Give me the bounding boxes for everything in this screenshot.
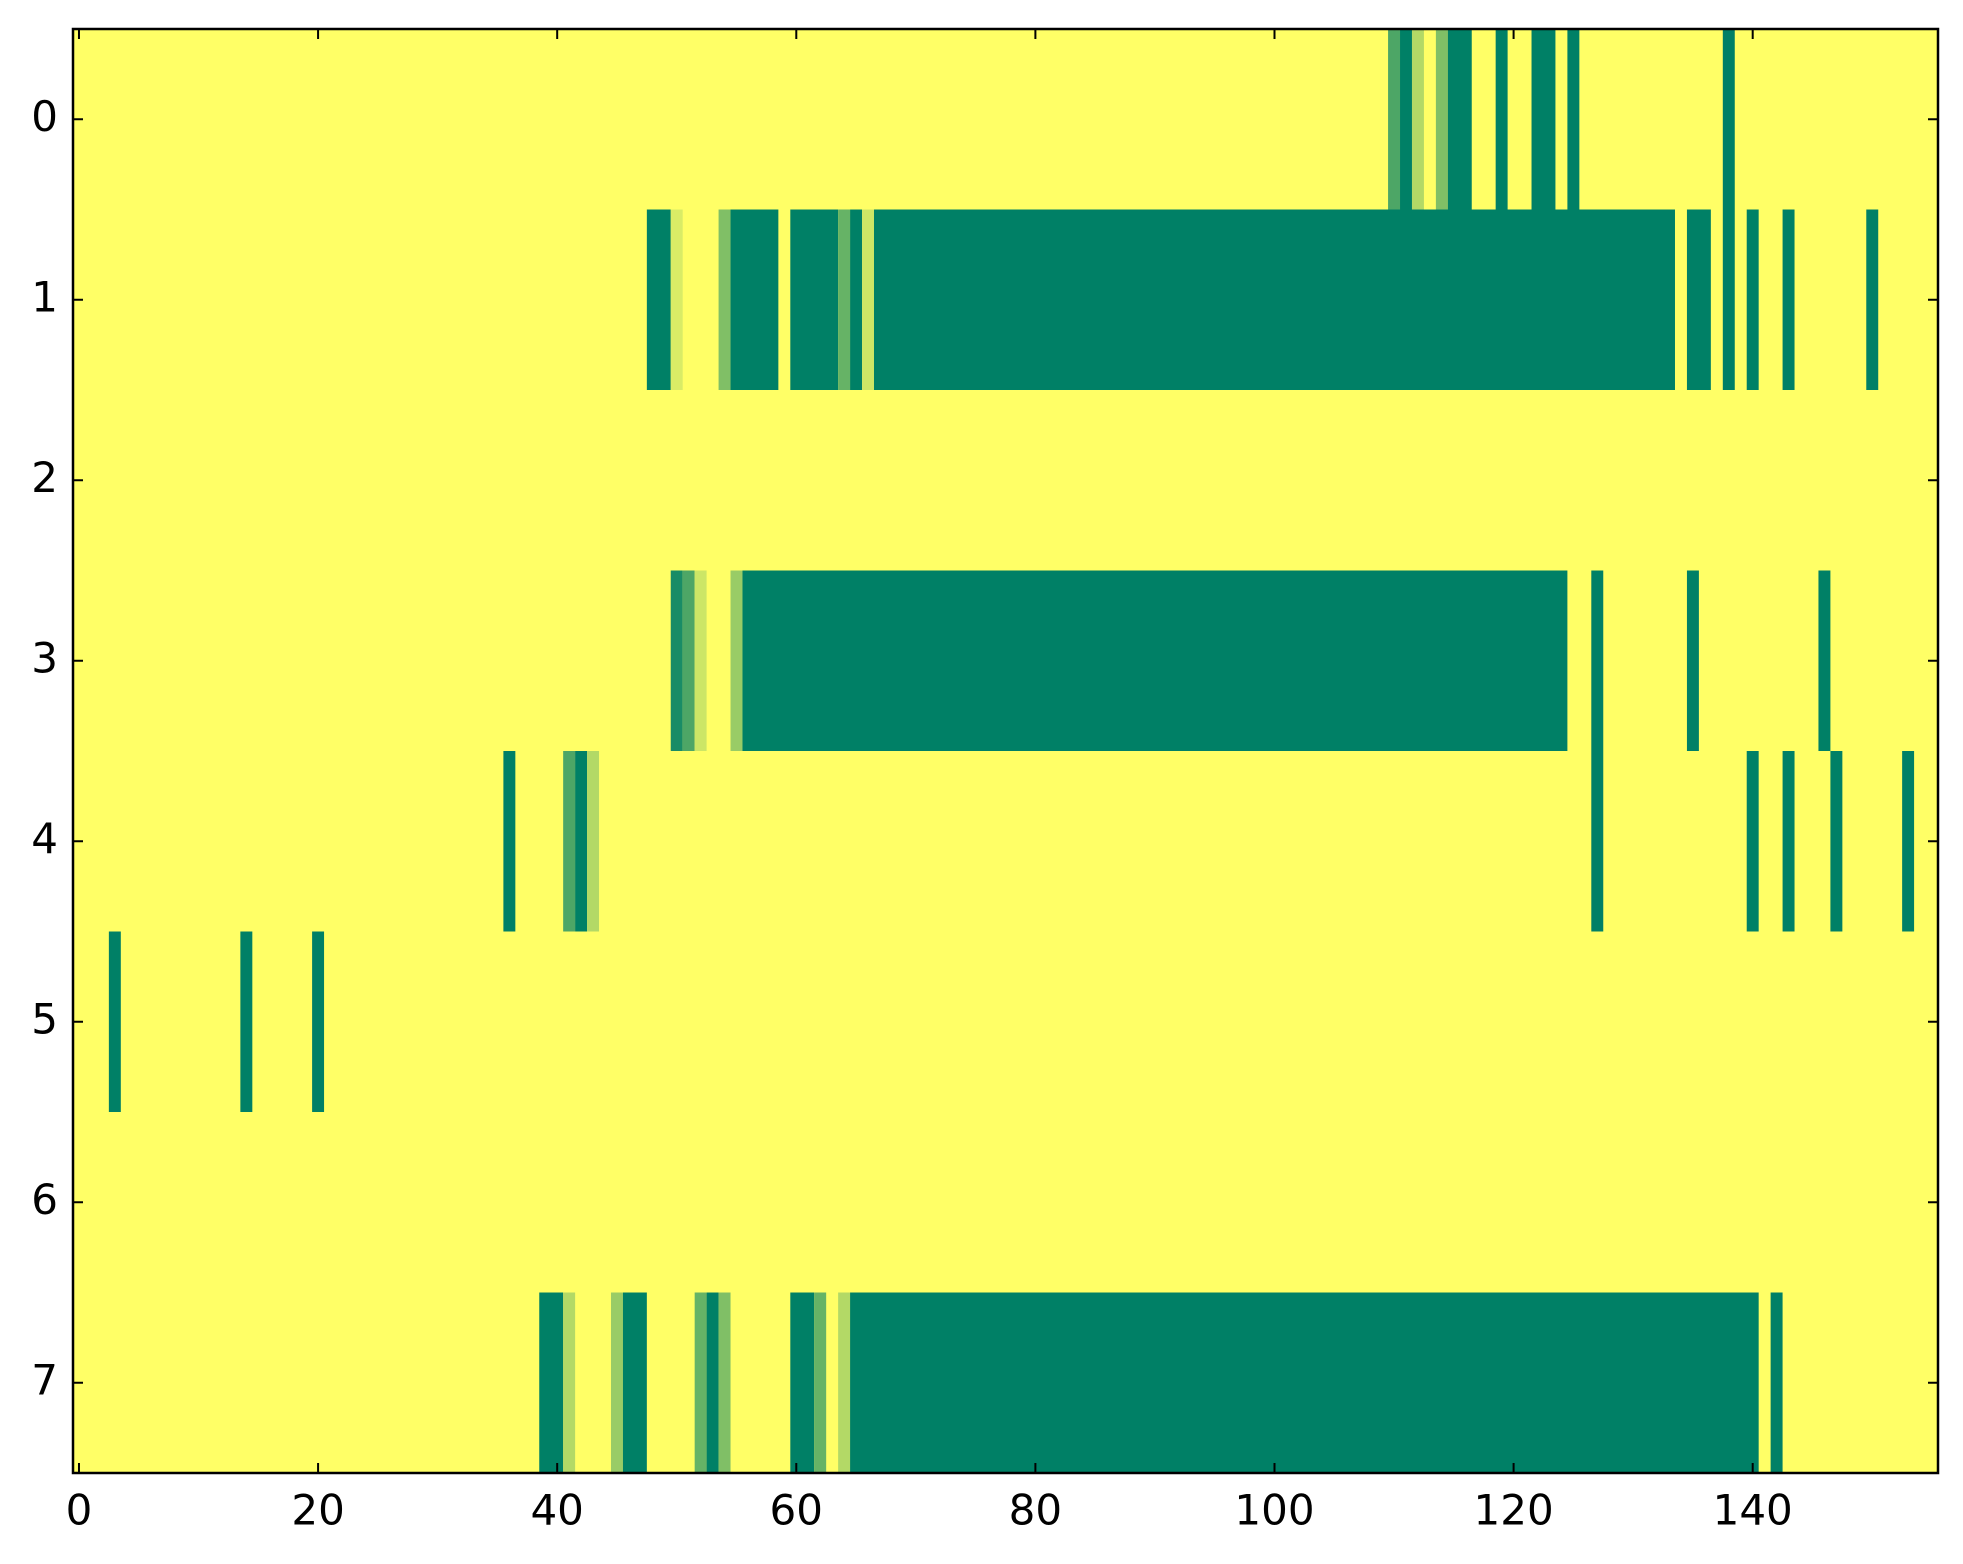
y-tick-label: 3 [31,633,58,682]
x-tick-label: 0 [66,1486,93,1535]
heatmap-cell [1722,29,1735,210]
x-tick-label: 60 [770,1486,823,1535]
x-tick-label: 20 [291,1486,344,1535]
heatmap-cell [1447,29,1472,210]
y-tick-label: 6 [31,1175,58,1224]
heatmap-cell [718,209,731,390]
y-tick-label: 1 [31,272,58,321]
y-tick-label: 0 [31,92,58,141]
heatmap-cell [1400,29,1412,210]
heatmap-cell [646,209,671,390]
y-tick-label: 4 [31,814,58,863]
heatmap-cell [1866,209,1879,390]
x-tick-label: 40 [530,1486,583,1535]
heatmap-cell [1591,751,1604,932]
heatmap-cell [1686,570,1699,751]
heatmap-cell [814,1292,827,1473]
heatmap-cell [1435,29,1448,210]
heatmap-cell [850,209,863,390]
heatmap-cell [670,570,683,751]
x-tick-label: 100 [1234,1486,1314,1535]
heatmap-cell [850,1292,1759,1473]
heatmap-cell [240,931,253,1112]
heatmap-cell [873,209,1675,390]
heatmap-cell [610,1292,623,1473]
heatmap-cell [838,1292,851,1473]
heatmap-cell [742,570,1568,751]
heatmap-cell [563,1292,576,1473]
heatmap-cell [730,209,779,390]
x-tick-label: 120 [1474,1486,1554,1535]
heatmap-cell [503,751,516,932]
x-tick-label: 140 [1713,1486,1793,1535]
heatmap-cell [670,209,683,390]
heatmap-cell [1388,29,1401,210]
heatmap-cell [706,1292,719,1473]
heatmap-cell [563,751,576,932]
y-tick-label: 5 [31,994,58,1043]
y-tick-label: 2 [31,453,58,502]
heatmap-cell [1567,29,1580,210]
heatmap-cell [1830,751,1843,932]
heatmap-cell [1746,209,1759,390]
heatmap-cell [108,931,121,1112]
heatmap-cell [1782,751,1795,932]
heatmap-cell [730,570,743,751]
heatmap-cell [1770,1292,1783,1473]
heatmap-cell [1411,29,1424,210]
heatmap-cell [790,209,839,390]
heatmap-cell [682,570,695,751]
heatmap-cell [587,751,600,932]
heatmap-cell [622,1292,647,1473]
heatmap-cell [694,1292,707,1473]
heatmap-cell [1818,570,1831,751]
heatmap-cell [1686,209,1711,390]
heatmap-cell [1902,751,1915,932]
heatmap-cell [718,1292,731,1473]
plot-frame [71,27,1940,1475]
heatmap-cell [1495,29,1508,210]
heatmap-cell [1531,29,1556,210]
heatmap-cell [838,209,851,390]
heatmap-cell [1782,209,1795,390]
heatmap-cell [312,931,325,1112]
heatmap-cell [1591,570,1604,751]
heatmap-cell [539,1292,564,1473]
heatmap-cell [575,751,588,932]
heatmap-cell [694,570,707,751]
y-tick-label: 7 [31,1355,58,1404]
heatmap-cell [790,1292,815,1473]
heatmap-cell [1746,751,1759,932]
x-tick-label: 80 [1009,1486,1062,1535]
heatmap-cell [862,209,874,390]
heatmap-cell [1722,209,1735,390]
